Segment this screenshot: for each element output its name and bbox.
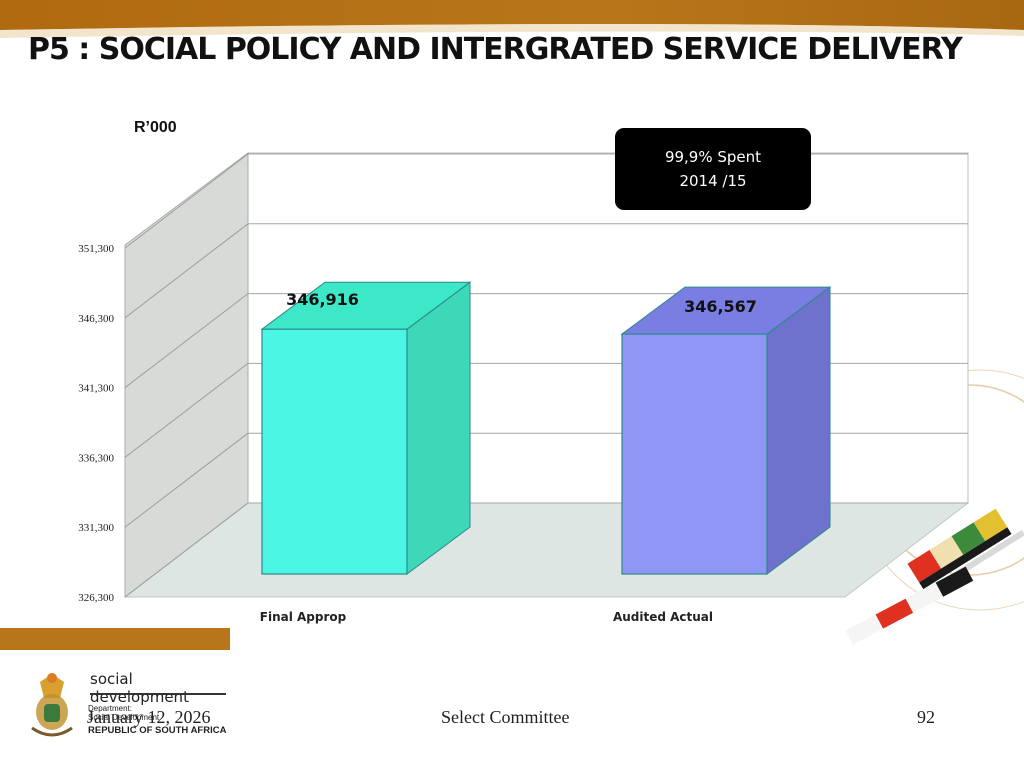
x-tick-label: Final Approp [260, 610, 347, 624]
y-tick-label: 331,300 [78, 522, 114, 534]
y-tick-label: 336,300 [78, 452, 114, 464]
gridline-wall [124, 502, 249, 598]
gridline-wall [124, 153, 249, 249]
x-tick-labels: Final Approp Audited Actual [260, 610, 713, 624]
gridline-wall [124, 293, 249, 388]
bar-2: 346,567 [620, 286, 832, 575]
y-tick-label: 326,300 [78, 592, 114, 604]
unit-label: R’000 [134, 119, 177, 136]
footer-center-text: Select Committee [441, 707, 570, 727]
bar-front [621, 333, 768, 575]
y-tick-label: 351,300 [78, 243, 114, 255]
chart-floor [123, 502, 970, 598]
x-tick-label: Audited Actual [613, 610, 713, 624]
logo-title: social development [90, 670, 189, 706]
data-label: 346,916 [286, 290, 359, 309]
y-tick-label: 341,300 [78, 383, 114, 395]
beaded-decoration [845, 369, 1024, 645]
callout-line1: 99,9% Spent [664, 148, 762, 166]
gridline-wall [124, 432, 249, 528]
bar-side [766, 286, 831, 575]
bottom-decorative-band [0, 628, 230, 650]
footer-page-number: 92 [917, 707, 935, 727]
logo-divider [90, 693, 226, 695]
bars: 346,916 346,567 [260, 281, 832, 575]
bar-1: 346,916 [260, 281, 472, 575]
y-tick-labels: 326,300 331,300 336,300 341,300 346,300 351,3… [78, 243, 114, 604]
department-logo: social development Department: Social De… [24, 668, 234, 748]
logo-department: Department: Social Development [88, 704, 160, 722]
bar-front [261, 328, 408, 575]
gridlines [124, 153, 968, 598]
slide-title: P5 : SOCIAL POLICY AND INTERGRATED SERVI… [28, 32, 963, 67]
coat-of-arms-icon [31, 673, 73, 737]
logo-republic: REPUBLIC OF SOUTH AFRICA [88, 725, 227, 736]
gridline-wall [124, 363, 249, 458]
chart: 326,300 331,300 336,300 341,300 346,300 351,3… [78, 152, 970, 624]
callout-line2: 2014 /15 [679, 172, 747, 190]
top-decorative-band [0, 0, 1024, 38]
gridline-wall [124, 223, 249, 319]
spent-callout: 99,9% Spent 2014 /15 [615, 128, 811, 210]
bar-side [406, 281, 471, 575]
y-tick-label: 346,300 [78, 313, 114, 325]
footer-date: January 12, 2026 [87, 707, 211, 727]
data-label: 346,567 [684, 297, 757, 316]
